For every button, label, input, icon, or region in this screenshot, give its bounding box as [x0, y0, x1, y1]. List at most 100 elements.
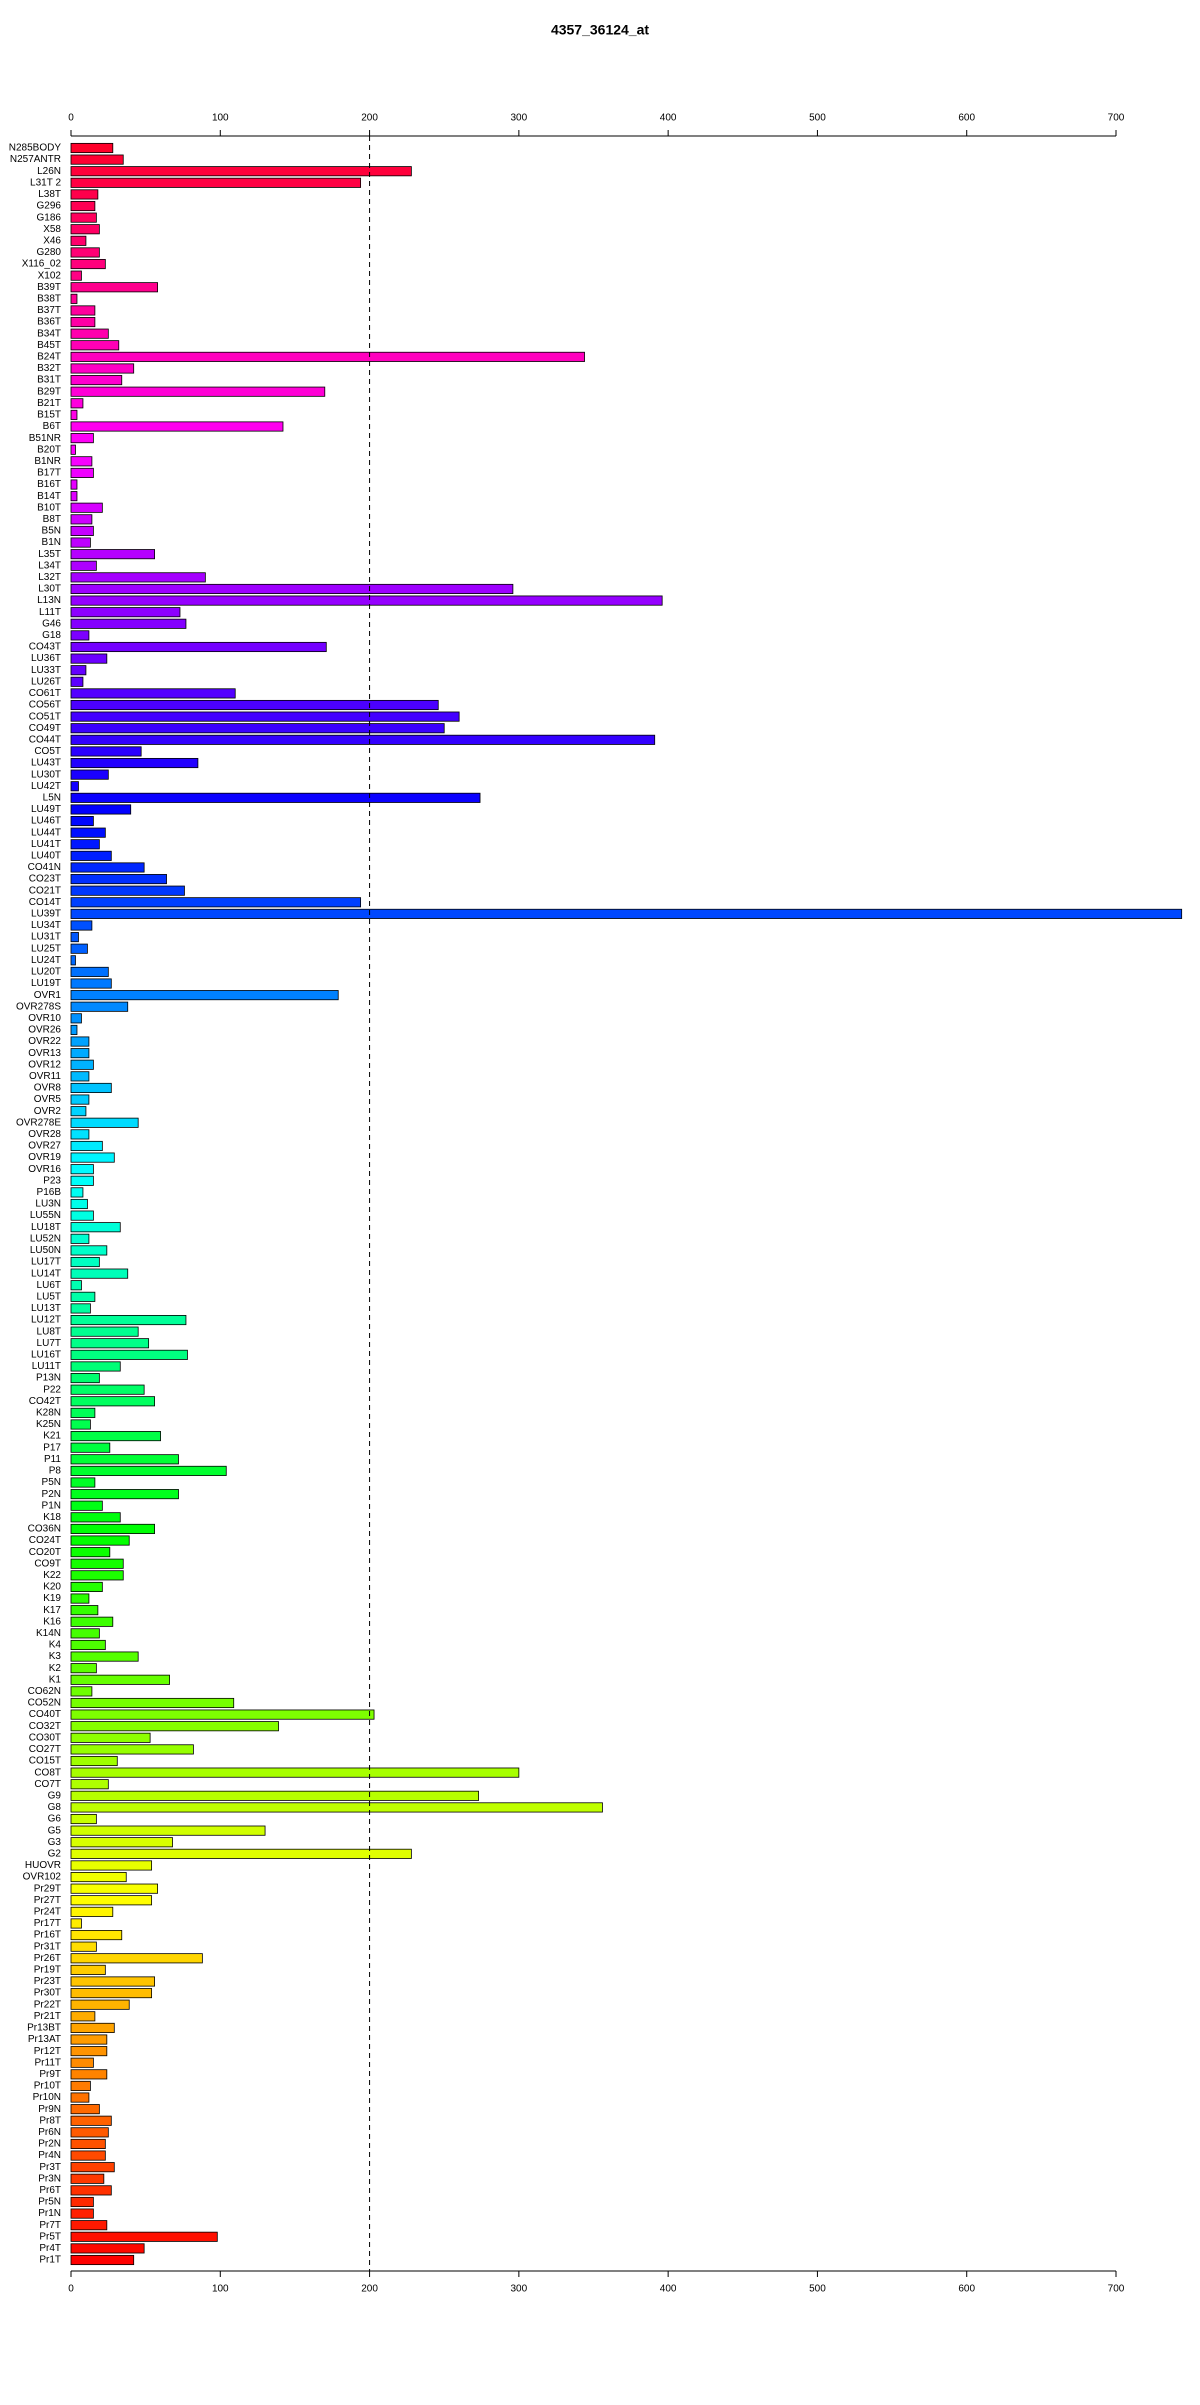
y-tick-label: K25N [36, 1419, 61, 1430]
bar [70, 1976, 155, 1987]
y-tick-label: B8T [43, 514, 61, 525]
bar [70, 1431, 161, 1442]
y-tick-label: LU49T [31, 804, 61, 815]
bar [70, 259, 106, 270]
bar [70, 1883, 158, 1894]
y-tick-label: Pr13AT [28, 2034, 61, 2045]
bar [70, 224, 100, 235]
bar [70, 2220, 108, 2231]
y-tick-label: LU20T [31, 967, 61, 978]
bar [70, 1326, 139, 1337]
bar [70, 1837, 173, 1848]
bar [70, 2243, 145, 2254]
y-tick-label: CO36N [28, 1524, 61, 1535]
bar [70, 467, 94, 478]
y-tick-label: B17T [37, 468, 61, 479]
bar [70, 769, 109, 780]
y-tick-label: OVR19 [28, 1152, 61, 1163]
bar [70, 363, 135, 374]
y-tick-label: HUOVR [25, 1860, 61, 1871]
y-tick-label: CO21T [29, 885, 61, 896]
bar [70, 247, 100, 258]
y-tick-label: K21 [43, 1431, 61, 1442]
bar [70, 699, 439, 711]
y-tick-label: CO40T [29, 1709, 61, 1720]
bar [70, 757, 199, 769]
y-tick-label: LU6T [37, 1280, 61, 1291]
bar [70, 1407, 96, 1418]
bar [70, 1419, 91, 1430]
y-tick-label: Pr1T [39, 2255, 61, 2266]
y-tick-label: K28N [36, 1408, 61, 1419]
y-tick-label: Pr22T [34, 1999, 61, 2010]
y-tick-label: K17 [43, 1605, 61, 1616]
bar [70, 1477, 96, 1488]
bar [70, 2185, 112, 2196]
bar [70, 630, 90, 641]
y-tick-label: N285BODY [9, 143, 62, 154]
y-tick-label: OVR10 [28, 1013, 61, 1024]
bar [70, 2011, 96, 2022]
bar [70, 166, 412, 177]
y-tick-label: Pr4N [38, 2150, 61, 2161]
bar [70, 1140, 103, 1152]
y-tick-label: Pr11T [35, 2057, 62, 2068]
y-tick-label: CO43T [29, 642, 61, 653]
y-tick-label: LU46T [31, 816, 61, 827]
y-tick-label: K4 [49, 1640, 62, 1651]
y-tick-label: B5N [42, 526, 61, 537]
y-tick-label: Pr4T [39, 2243, 61, 2254]
bar [70, 1315, 187, 1326]
y-tick-label: L13N [37, 595, 61, 606]
y-tick-label: G296 [37, 201, 62, 212]
bar [70, 1906, 114, 1917]
y-tick-label: Pr10T [34, 2081, 61, 2092]
bar [70, 1721, 279, 1732]
y-tick-label: CO49T [29, 723, 61, 734]
y-tick-label: G46 [42, 618, 61, 629]
y-tick-label: G3 [48, 1837, 62, 1848]
bar [70, 1813, 97, 1825]
x-tick-label: 400 [660, 2284, 677, 2295]
y-tick-label: Pr30T [34, 1988, 61, 1999]
y-tick-label: LU42T [31, 781, 61, 792]
x-tick-label: 0 [68, 113, 74, 124]
bar [70, 1674, 170, 1685]
bar [70, 525, 94, 536]
bar [70, 549, 155, 560]
bar [70, 270, 82, 281]
x-tick-label: 0 [68, 2284, 74, 2295]
bar [70, 502, 103, 513]
bar [70, 2080, 91, 2091]
bar [70, 1639, 106, 1651]
y-tick-label: Pr2N [38, 2139, 61, 2150]
y-tick-label: OVR2 [34, 1106, 62, 1117]
y-tick-label: Pr13BT [27, 2023, 61, 2034]
y-tick-label: OVR22 [28, 1036, 61, 1047]
bar [70, 676, 84, 687]
y-tick-label: CO23T [29, 874, 61, 885]
bar [70, 723, 445, 734]
bar [70, 1001, 129, 1012]
y-tick-label: OVR278S [16, 1001, 61, 1012]
bar [70, 1535, 130, 1546]
bar [70, 1988, 153, 1999]
bar [70, 1303, 91, 1314]
x-tick-label: 300 [511, 2284, 528, 2295]
bar [70, 1941, 97, 1952]
y-tick-label: L31T 2 [30, 177, 61, 188]
bar [70, 1454, 179, 1465]
bar [70, 978, 112, 989]
y-tick-label: P22 [43, 1384, 61, 1395]
bar [70, 1036, 90, 1047]
x-tick-label: 700 [1108, 2284, 1125, 2295]
x-tick-label: 500 [809, 2284, 826, 2295]
y-tick-label: LU25T [31, 943, 61, 954]
bar [70, 1593, 90, 1604]
y-tick-label: B31T [37, 375, 61, 386]
bar [70, 897, 362, 908]
bar [70, 351, 585, 362]
bar [70, 711, 460, 722]
y-tick-label: Pr9T [39, 2069, 61, 2080]
